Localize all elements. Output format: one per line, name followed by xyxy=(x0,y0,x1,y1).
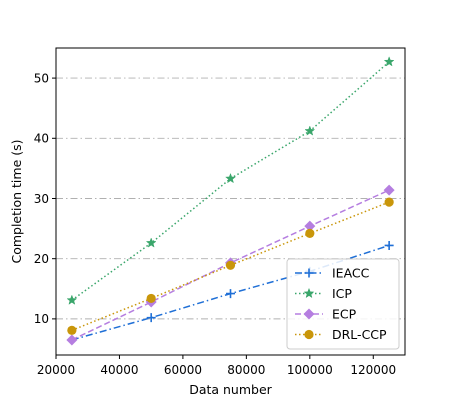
series-line-drl-ccp xyxy=(71,201,390,332)
data-point-icp xyxy=(383,56,395,67)
legend-marker-ieacc xyxy=(304,268,314,278)
y-tick-label: 20 xyxy=(34,252,49,266)
data-point-ecp xyxy=(66,334,78,346)
data-point-drl-ccp xyxy=(146,293,156,304)
x-tick-label: 60000 xyxy=(164,363,202,377)
y-tick-label: 40 xyxy=(34,132,49,146)
x-tick-label: 40000 xyxy=(100,363,138,377)
x-tick-label: 120000 xyxy=(350,363,396,377)
x-tick-label: 100000 xyxy=(287,363,333,377)
legend-label-icp: ICP xyxy=(332,286,352,301)
legend-marker-ecp xyxy=(303,308,315,320)
data-point-icp xyxy=(304,125,316,136)
data-point-ieacc xyxy=(226,289,235,299)
data-point-ieacc xyxy=(384,240,394,250)
legend-box xyxy=(286,258,400,350)
legend-label-drl-ccp: DRL-CCP xyxy=(332,327,387,342)
axis-ticks: 20000 40000 60000 80000 100000 120000 10 20 30 40… xyxy=(34,71,396,377)
y-tick-label: 30 xyxy=(34,192,49,206)
y-tick-label: 50 xyxy=(34,71,49,85)
series-line-icp xyxy=(71,61,390,301)
data-point-icp xyxy=(145,237,157,248)
data-point-ieacc xyxy=(146,313,156,323)
x-axis-label: Data number xyxy=(189,382,272,397)
data-point-ecp xyxy=(304,220,316,232)
legend-label-ieacc: IEACC xyxy=(332,266,370,281)
legend: IEACC ICP ECP DRL-CCP xyxy=(286,258,400,350)
y-tick-label: 10 xyxy=(34,312,49,326)
x-tick-label: 80000 xyxy=(227,363,265,377)
legend-marker-icp xyxy=(303,287,315,299)
y-axis-label: Completion time (s) xyxy=(9,139,24,263)
data-point-drl-ccp xyxy=(225,260,236,270)
data-point-icp xyxy=(66,294,78,305)
data-point-drl-ccp xyxy=(384,197,394,207)
data-point-ecp xyxy=(383,184,395,196)
x-tick-label: 20000 xyxy=(37,363,75,377)
legend-marker-drl-ccp xyxy=(304,329,314,340)
data-point-drl-ccp xyxy=(305,228,315,239)
plot-frame xyxy=(55,47,406,356)
data-point-icp xyxy=(225,172,236,184)
data-point-drl-ccp xyxy=(67,325,77,335)
legend-label-ecp: ECP xyxy=(332,307,357,322)
